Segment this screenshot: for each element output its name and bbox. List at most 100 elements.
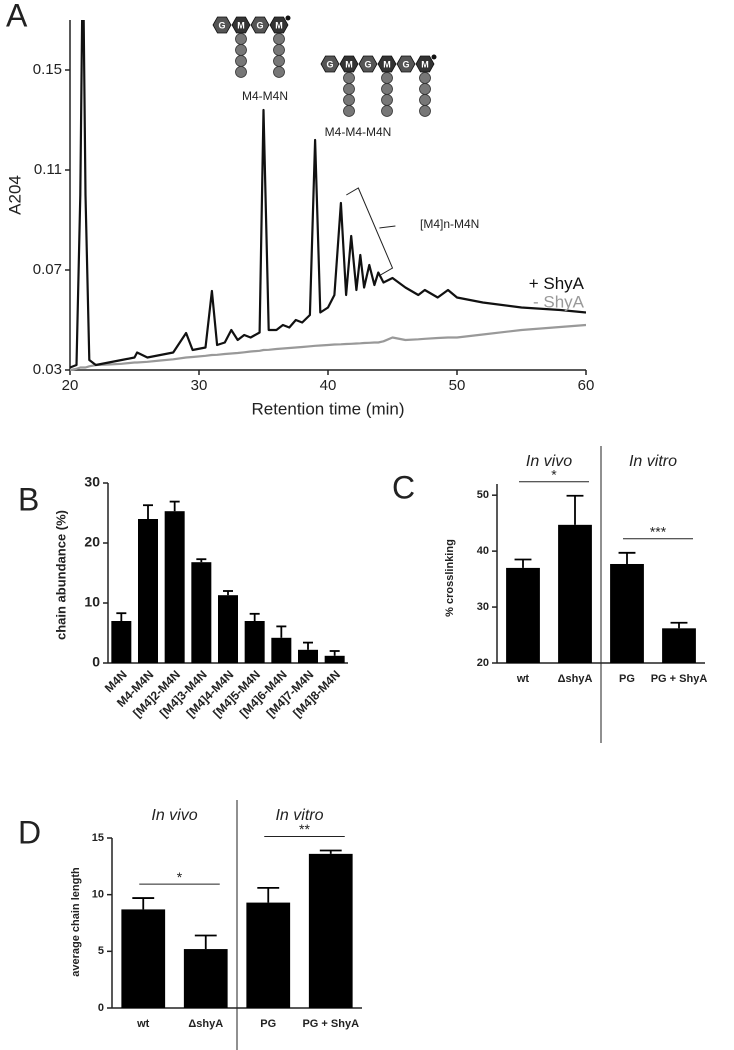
x-tick-label: ΔshyA [188, 1018, 223, 1030]
peptide-residue [235, 66, 247, 78]
y-axis-label: % crosslinking [444, 539, 456, 617]
bar [662, 628, 696, 663]
residue-letter: M [421, 59, 429, 69]
peptide-residue [343, 105, 355, 117]
y-tick-label: 0.03 [33, 361, 62, 378]
residue-letter: G [218, 20, 225, 30]
peak-label: M4-M4N [242, 89, 288, 103]
peptide-residue [419, 83, 431, 95]
x-tick-label: ΔshyA [558, 673, 593, 685]
bar [138, 519, 158, 663]
peptide-residue [419, 94, 431, 106]
sugar-residue [250, 16, 270, 34]
y-tick-label: 5 [98, 945, 104, 957]
y-tick-label: 0 [92, 654, 100, 670]
bar [164, 511, 185, 663]
bar [191, 562, 212, 663]
x-tick-label: wt [136, 1018, 150, 1030]
bar [558, 524, 592, 663]
group-label: In vivo [526, 453, 572, 470]
x-tick-label: PG + ShyA [302, 1018, 359, 1030]
y-axis-label: A204 [5, 175, 24, 215]
series-label: + ShyA [529, 274, 585, 293]
bar [246, 902, 291, 1008]
panel-letter: A [6, 0, 28, 33]
significance-label: *** [650, 524, 667, 540]
residue-letter: G [402, 59, 409, 69]
x-tick-label: PG + ShyA [651, 673, 708, 685]
sugar-residue [396, 55, 416, 73]
residue-letter: G [326, 59, 333, 69]
y-tick-label: 0.15 [33, 61, 62, 78]
peptide-residue [381, 83, 393, 95]
peak-label: M4-M4-M4N [325, 125, 392, 139]
sugar-residue [377, 55, 397, 73]
peptide-residue [273, 55, 285, 67]
y-tick-label: 0.07 [33, 261, 62, 278]
residue-letter: M [275, 20, 283, 30]
sugar-residue [212, 16, 232, 34]
line-trace [70, 20, 586, 369]
bracket [346, 187, 396, 276]
y-tick-label: 30 [84, 474, 100, 490]
residue-letter: G [364, 59, 371, 69]
x-tick-label: 20 [62, 377, 79, 394]
peptide-residue [381, 94, 393, 106]
peptide-residue [419, 72, 431, 84]
peptide-residue [235, 55, 247, 67]
y-tick-label: 10 [84, 594, 100, 610]
peptide-residue [381, 72, 393, 84]
residue-letter: M [383, 59, 391, 69]
x-tick-label: wt [516, 673, 530, 685]
x-tick-label: PG [619, 673, 635, 685]
peptide-residue [381, 105, 393, 117]
sugar-residue [339, 55, 359, 73]
bar [111, 621, 132, 663]
x-tick-label: PG [260, 1018, 276, 1030]
peptide-residue [235, 44, 247, 56]
peptide-residue [273, 33, 285, 45]
x-axis-label: Retention time (min) [251, 399, 404, 418]
panel-letter: C [392, 469, 415, 505]
residue-letter: M [237, 20, 245, 30]
bar [218, 595, 238, 663]
peptide-residue [343, 83, 355, 95]
bar [298, 649, 318, 663]
bracket-label: [M4]n-M4N [420, 217, 479, 231]
sugar-residue [358, 55, 378, 73]
y-tick-label: 15 [92, 832, 104, 844]
significance-label: * [177, 869, 183, 885]
line-trace [70, 323, 586, 372]
y-tick-label: 30 [477, 601, 489, 613]
group-label: In vivo [151, 807, 197, 824]
terminal-dot [285, 15, 291, 21]
peptide-residue [273, 66, 285, 78]
y-tick-label: 20 [84, 534, 100, 550]
y-tick-label: 0 [98, 1002, 104, 1014]
bar [324, 655, 345, 663]
bar [506, 567, 540, 663]
panel-letter: B [18, 481, 39, 517]
y-tick-label: 20 [477, 657, 489, 669]
x-tick-label: 30 [191, 377, 208, 394]
bar [244, 621, 265, 663]
sugar-residue [415, 55, 435, 73]
bar [308, 853, 353, 1008]
x-tick-label: 50 [449, 377, 466, 394]
significance-label: * [551, 466, 557, 482]
plot-area [70, 20, 586, 372]
y-axis-label: chain abundance (%) [53, 510, 68, 640]
peptide-residue [343, 94, 355, 106]
y-tick-label: 10 [92, 889, 104, 901]
significance-label: ** [299, 821, 310, 837]
group-label: In vitro [629, 453, 677, 470]
residue-letter: G [256, 20, 263, 30]
peptide-residue [343, 72, 355, 84]
y-axis-label: average chain length [70, 867, 82, 977]
y-tick-label: 0.11 [34, 161, 62, 178]
y-tick-label: 50 [477, 489, 489, 501]
terminal-dot [431, 54, 437, 60]
y-tick-label: 40 [477, 545, 489, 557]
bar [121, 909, 166, 1008]
